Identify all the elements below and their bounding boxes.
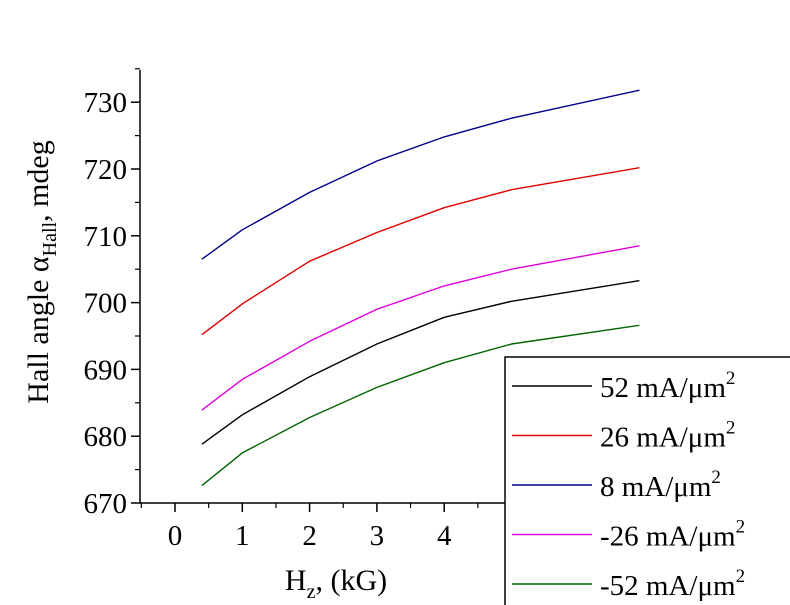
x-tick-label: 4 bbox=[437, 520, 452, 552]
y-tick-label: 720 bbox=[84, 154, 128, 186]
y-tick-label: 690 bbox=[84, 354, 128, 386]
series-line-1 bbox=[201, 167, 640, 336]
y-axis-title: Hall angle αHall, mdeg bbox=[22, 140, 61, 403]
legend-box bbox=[504, 356, 790, 605]
x-axis-title: Hz, (kG) bbox=[285, 564, 387, 603]
x-tick-label: 3 bbox=[370, 520, 385, 552]
x-tick-label: 2 bbox=[302, 520, 317, 552]
legend-label-2: 8 mA/μm2 bbox=[600, 467, 721, 503]
y-tick-label: 730 bbox=[84, 87, 128, 119]
legend-label-0: 52 mA/μm2 bbox=[600, 368, 735, 404]
y-tick-label: 710 bbox=[84, 221, 128, 253]
legend-label-4: -52 mA/μm2 bbox=[600, 566, 745, 602]
series-line-4 bbox=[201, 324, 640, 487]
y-ticks: 670 680 690 700 710 720 730 bbox=[84, 68, 140, 520]
x-tick-label: 0 bbox=[168, 520, 183, 552]
y-tick-label: 700 bbox=[84, 288, 128, 320]
legend: 52 mA/μm2 26 mA/μm2 8 mA/μm2 -26 mA/μm2 -52 … bbox=[504, 356, 790, 605]
series-line-0 bbox=[201, 279, 640, 445]
x-tick-label: 1 bbox=[235, 520, 250, 552]
legend-label-1: 26 mA/μm2 bbox=[600, 418, 735, 454]
legend-label-3: -26 mA/μm2 bbox=[600, 517, 745, 553]
series-line-2 bbox=[201, 89, 640, 260]
plot-lines bbox=[201, 89, 640, 487]
series-line-3 bbox=[201, 245, 640, 411]
y-tick-label: 670 bbox=[84, 488, 128, 520]
y-tick-label: 680 bbox=[84, 421, 128, 453]
